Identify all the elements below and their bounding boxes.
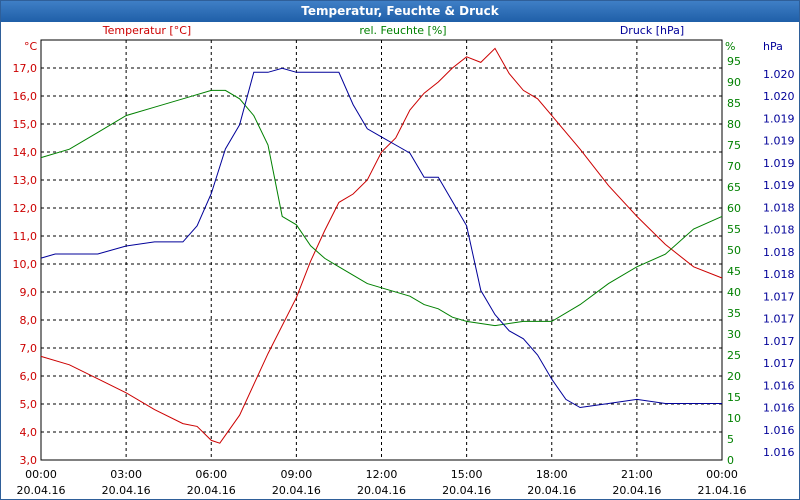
x-tick-date: 20.04.16 bbox=[17, 484, 66, 497]
y-right2-tick: 1.019 bbox=[763, 112, 795, 125]
y-right2-tick: 1.020 bbox=[763, 68, 795, 81]
y-left-tick: 9,0 bbox=[20, 286, 38, 299]
y-right1-tick: 5 bbox=[727, 433, 734, 446]
y-left-tick: 10,0 bbox=[13, 258, 38, 271]
y-right1-tick: 0 bbox=[727, 454, 734, 467]
y-right1-tick: 85 bbox=[727, 97, 741, 110]
y-left-tick: 11,0 bbox=[13, 230, 38, 243]
x-tick-time: 21:00 bbox=[621, 468, 653, 481]
y-right2-tick: 1.019 bbox=[763, 179, 795, 192]
y-right2-tick: 1.020 bbox=[763, 90, 795, 103]
x-tick-time: 00:00 bbox=[25, 468, 57, 481]
y-left-tick: 7,0 bbox=[20, 342, 38, 355]
y-left-tick: 16,0 bbox=[13, 90, 38, 103]
window-title: Temperatur, Feuchte & Druck bbox=[1, 1, 799, 22]
y-right1-tick: 90 bbox=[727, 76, 741, 89]
y-left-tick: 5,0 bbox=[20, 398, 38, 411]
x-tick-time: 00:00 bbox=[706, 468, 738, 481]
y-right1-tick: 95 bbox=[727, 55, 741, 68]
x-tick-date: 20.04.16 bbox=[187, 484, 236, 497]
x-tick-time: 03:00 bbox=[110, 468, 142, 481]
y-right1-tick: 60 bbox=[727, 202, 741, 215]
y-left-tick: 17,0 bbox=[13, 62, 38, 75]
x-tick-date: 21.04.16 bbox=[698, 484, 747, 497]
y-right2-tick: 1.019 bbox=[763, 157, 795, 170]
y-right2-unit: hPa bbox=[763, 40, 783, 53]
y-left-tick: 3,0 bbox=[20, 454, 38, 467]
legend-pressure: Druck [hPa] bbox=[620, 24, 684, 37]
y-right1-tick: 10 bbox=[727, 412, 741, 425]
x-tick-date: 20.04.16 bbox=[612, 484, 661, 497]
humidity-line bbox=[40, 89, 723, 327]
y-right1-tick: 35 bbox=[727, 307, 741, 320]
y-right1-tick: 75 bbox=[727, 139, 741, 152]
x-tick-date: 20.04.16 bbox=[272, 484, 321, 497]
y-right2-tick: 1.016 bbox=[763, 424, 795, 437]
y-right2-tick: 1.016 bbox=[763, 446, 795, 459]
y-left-tick: 13,0 bbox=[13, 174, 38, 187]
grid bbox=[41, 40, 722, 460]
y-left-tick: 6,0 bbox=[20, 370, 38, 383]
x-tick-time: 18:00 bbox=[536, 468, 568, 481]
y-left-tick: 8,0 bbox=[20, 314, 38, 327]
x-tick-date: 20.04.16 bbox=[527, 484, 576, 497]
y-right2-tick: 1.017 bbox=[763, 313, 795, 326]
y-right1-tick: 15 bbox=[727, 391, 741, 404]
y-left-tick: 15,0 bbox=[13, 118, 38, 131]
temperature-line bbox=[40, 47, 723, 444]
x-tick-time: 06:00 bbox=[195, 468, 227, 481]
y-right2-tick: 1.018 bbox=[763, 224, 795, 237]
y-right2-tick: 1.017 bbox=[763, 290, 795, 303]
y-right1-unit: % bbox=[725, 40, 735, 53]
y-right2-tick: 1.018 bbox=[763, 246, 795, 259]
y-right1-tick: 45 bbox=[727, 265, 741, 278]
y-left-unit: °C bbox=[24, 40, 38, 53]
legend-humidity: rel. Feuchte [%] bbox=[359, 24, 446, 37]
x-tick-date: 20.04.16 bbox=[442, 484, 491, 497]
y-right2-tick: 1.016 bbox=[763, 402, 795, 415]
legend-temperature: Temperatur [°C] bbox=[102, 24, 191, 37]
y-right1-tick: 30 bbox=[727, 328, 741, 341]
y-left-tick: 14,0 bbox=[13, 146, 38, 159]
tick-labels: 00:00 20.04.16 03:00 20.04.16 06:00 20.04.16 0… bbox=[13, 55, 795, 497]
y-right1-tick: 70 bbox=[727, 160, 741, 173]
y-right2-tick: 1.017 bbox=[763, 335, 795, 348]
x-tick-time: 12:00 bbox=[366, 468, 398, 481]
y-right1-tick: 80 bbox=[727, 118, 741, 131]
y-right1-tick: 65 bbox=[727, 181, 741, 194]
y-right1-tick: 25 bbox=[727, 349, 741, 362]
y-right1-tick: 40 bbox=[727, 286, 741, 299]
y-right1-tick: 55 bbox=[727, 223, 741, 236]
x-tick-date: 20.04.16 bbox=[102, 484, 151, 497]
x-tick-date: 20.04.16 bbox=[357, 484, 406, 497]
y-right2-tick: 1.018 bbox=[763, 268, 795, 281]
y-right2-tick: 1.016 bbox=[763, 379, 795, 392]
x-tick-time: 15:00 bbox=[451, 468, 483, 481]
y-left-tick: 4,0 bbox=[20, 426, 38, 439]
series-lines bbox=[40, 47, 723, 444]
y-right2-tick: 1.019 bbox=[763, 135, 795, 148]
x-tick-time: 09:00 bbox=[281, 468, 313, 481]
y-right2-tick: 1.018 bbox=[763, 201, 795, 214]
y-right2-tick: 1.017 bbox=[763, 357, 795, 370]
y-left-tick: 12,0 bbox=[13, 202, 38, 215]
y-right1-tick: 50 bbox=[727, 244, 741, 257]
pressure-line bbox=[40, 67, 722, 409]
y-right1-tick: 20 bbox=[727, 370, 741, 383]
